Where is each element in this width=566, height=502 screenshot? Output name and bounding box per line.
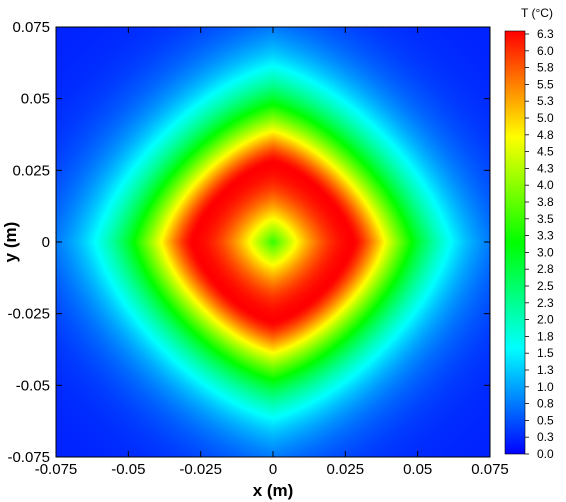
y-tick-label: 0.025 xyxy=(12,162,50,179)
colorbar-tick-label: 1.5 xyxy=(537,346,554,360)
y-tick-label: 0.05 xyxy=(21,91,50,108)
x-tick-label: -0.075 xyxy=(35,461,78,478)
plot-area xyxy=(55,26,491,458)
x-axis: -0.075 -0.05 -0.025 0 0.025 0.05 0.075 xyxy=(35,27,509,478)
colorbar-tick-label: 1.8 xyxy=(537,329,554,343)
colorbar-tick-label: 4.3 xyxy=(537,161,554,175)
colorbar-tick-label: 1.0 xyxy=(537,380,554,394)
colorbar-gradient xyxy=(505,31,525,454)
x-tick-label: -0.025 xyxy=(179,461,222,478)
colorbar-tick-label: 4.0 xyxy=(537,178,554,192)
y-axis: 0.075 0.05 0.025 0 -0.025 -0.05 -0.075 xyxy=(7,19,490,466)
y-tick-label: -0.025 xyxy=(7,306,50,323)
heatmap-field xyxy=(56,27,490,457)
y-axis-label: y (m) xyxy=(1,222,20,263)
x-tick-label: 0.05 xyxy=(403,461,432,478)
heatmap-field-container xyxy=(56,27,490,457)
colorbar-tick-label: 5.5 xyxy=(537,77,554,91)
colorbar-tick-label: 2.3 xyxy=(537,296,554,310)
colorbar-tick-label: 5.0 xyxy=(537,111,554,125)
y-tick-label: 0.075 xyxy=(12,19,50,36)
colorbar-tick-label: 0.3 xyxy=(537,430,554,444)
y-tick-label: -0.075 xyxy=(7,449,50,466)
colorbar-tick-label: 3.8 xyxy=(537,195,554,209)
x-tick-label: 0.025 xyxy=(327,461,365,478)
x-axis-label: x (m) xyxy=(253,481,294,500)
colorbar-tick-label: 1.3 xyxy=(537,363,554,377)
colorbar-tick-label: 3.3 xyxy=(537,229,554,243)
x-tick-label: -0.05 xyxy=(111,461,145,478)
colorbar-frame xyxy=(504,30,526,455)
colorbar-tick-label: 4.8 xyxy=(537,128,554,142)
y-tick-label: -0.05 xyxy=(16,377,50,394)
colorbar-tick-label: 5.8 xyxy=(537,61,554,75)
colorbar-title: T (°C) xyxy=(521,6,553,20)
colorbar-ticks: 6.3 6.0 5.8 5.5 5.3 5.0 4.8 4.5 4.3 4.0 3.8 3.5 3.3 3… xyxy=(525,27,554,461)
colorbar-tick-label: 6.0 xyxy=(537,44,554,58)
colorbar-tick-label: 0.0 xyxy=(537,447,554,461)
colorbar-tick-label: 4.5 xyxy=(537,145,554,159)
colorbar-tick-label: 3.0 xyxy=(537,245,554,259)
colorbar-tick-label: 3.5 xyxy=(537,212,554,226)
colorbar-tick-label: 2.8 xyxy=(537,262,554,276)
y-tick-label: 0 xyxy=(42,234,50,251)
colorbar-tick-label: 0.5 xyxy=(537,413,554,427)
colorbar-tick-label: 5.3 xyxy=(537,94,554,108)
colorbar: T (°C) 6.3 6.0 5.8 5.5 5.3 5.0 4.8 4.5 4.3 4.0 3.8… xyxy=(504,6,554,461)
colorbar-tick-label: 2.5 xyxy=(537,279,554,293)
x-tick-label: 0.075 xyxy=(471,461,509,478)
x-tick-label: 0 xyxy=(269,461,277,478)
colorbar-tick-label: 0.8 xyxy=(537,397,554,411)
colorbar-tick-label: 2.0 xyxy=(537,313,554,327)
colorbar-tick-label: 6.3 xyxy=(537,27,554,41)
